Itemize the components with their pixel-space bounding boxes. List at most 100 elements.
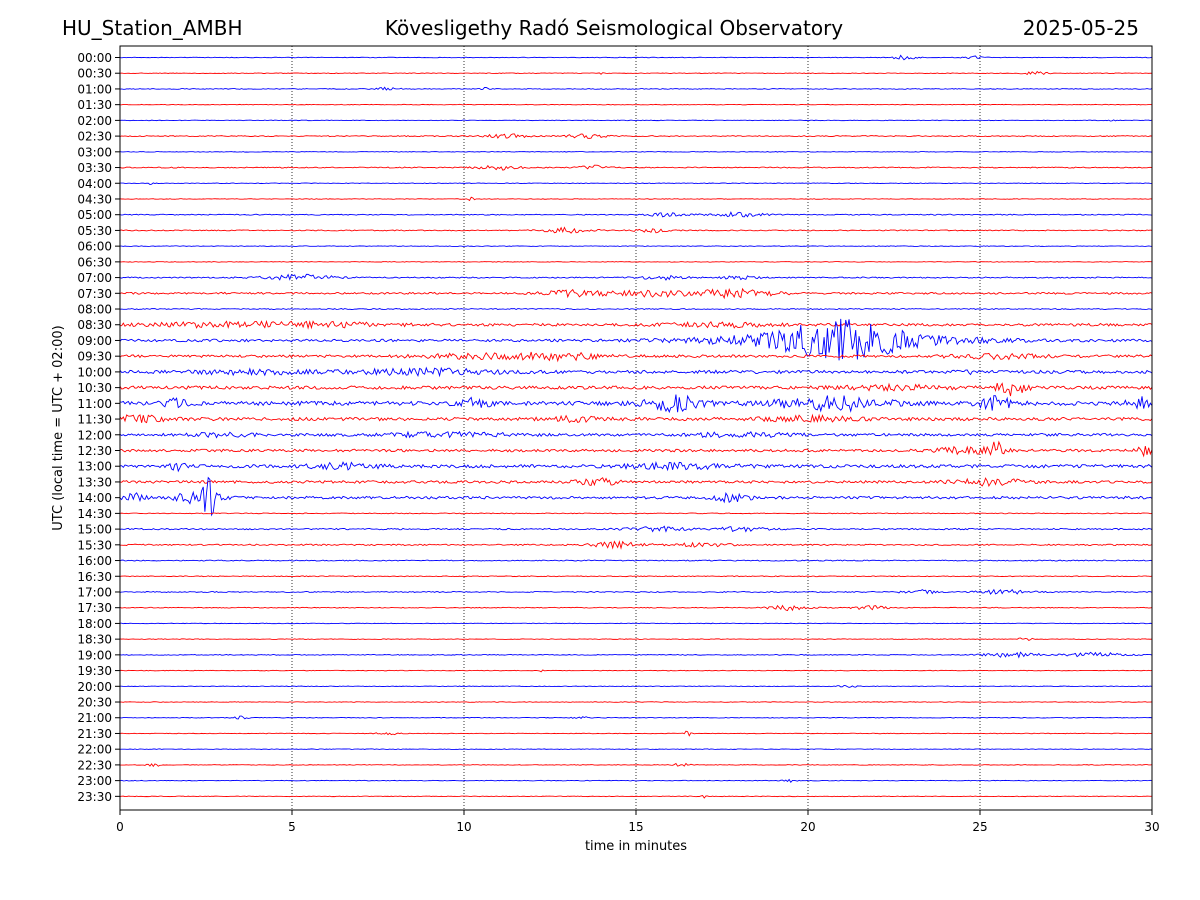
trace-0900: [119, 318, 1153, 361]
y-tick-label: 11:30: [77, 413, 112, 427]
y-tick-label: 04:00: [77, 177, 112, 191]
y-tick-label: 06:30: [77, 255, 112, 269]
trace-1730: [119, 604, 1153, 612]
y-tick-label: 08:00: [77, 303, 112, 317]
y-tick-label: 22:30: [77, 758, 112, 772]
trace-0230: [119, 133, 1153, 139]
trace-2030: [119, 701, 1153, 703]
trace-0100: [119, 86, 1153, 91]
y-tick-label: 10:30: [77, 381, 112, 395]
y-tick-label: 12:00: [77, 428, 112, 442]
trace-1400: [119, 476, 1153, 517]
y-tick-label: 16:00: [77, 554, 112, 568]
y-tick-label: 01:30: [77, 98, 112, 112]
trace-1830: [119, 637, 1153, 641]
trace-2230: [119, 762, 1153, 768]
trace-0300: [119, 151, 1153, 153]
trace-1100: [119, 394, 1153, 414]
y-tick-label: 04:30: [77, 192, 112, 206]
trace-0930: [119, 351, 1153, 363]
y-tick-label: 05:30: [77, 224, 112, 238]
trace-2130: [119, 730, 1153, 737]
y-tick-label: 02:30: [77, 130, 112, 144]
trace-0130: [120, 103, 1153, 106]
trace-0200: [119, 119, 1153, 122]
y-tick-label: 22:00: [77, 743, 112, 757]
x-tick-label: 20: [800, 820, 815, 834]
y-tick-label: 13:00: [77, 460, 112, 474]
x-tick-label: 25: [972, 820, 987, 834]
plot-date: 2025-05-25: [1023, 16, 1139, 40]
trace-0600: [119, 245, 1153, 247]
trace-0530: [119, 226, 1153, 234]
y-tick-label: 19:30: [77, 664, 112, 678]
trace-1200: [119, 430, 1153, 439]
trace-2300: [119, 778, 1153, 784]
trace-1600: [119, 559, 1153, 562]
x-tick-label: 30: [1144, 820, 1159, 834]
trace-1800: [119, 622, 1153, 625]
x-axis-ticks: 0 5 10 15 20 25 30: [116, 810, 1160, 834]
y-tick-label: 13:30: [77, 475, 112, 489]
trace-1900: [119, 651, 1153, 659]
y-tick-label: 08:30: [77, 318, 112, 332]
vertical-grid: [291, 46, 981, 810]
y-tick-label: 03:30: [77, 161, 112, 175]
y-tick-label: 14:30: [77, 507, 112, 521]
trace-1130: [119, 413, 1153, 424]
y-tick-label: 20:00: [77, 680, 112, 694]
y-tick-label: 17:30: [77, 601, 112, 615]
x-axis-label: time in minutes: [585, 839, 687, 854]
y-tick-label: 09:00: [77, 334, 112, 348]
y-tick-label: 02:00: [77, 114, 112, 128]
y-tick-label: 11:00: [77, 397, 112, 411]
trace-1330: [119, 477, 1153, 488]
y-tick-label: 07:30: [77, 287, 112, 301]
y-tick-label: 16:30: [77, 570, 112, 584]
y-tick-label: 01:00: [77, 82, 112, 96]
x-tick-label: 15: [628, 820, 643, 834]
trace-0430: [119, 196, 1153, 202]
observatory-title: Kövesligethy Radó Seismological Observat…: [385, 16, 843, 40]
y-tick-label: 14:00: [77, 491, 112, 505]
trace-2000: [119, 684, 1153, 688]
trace-0630: [119, 261, 1153, 263]
y-tick-label: 00:00: [77, 51, 112, 65]
station-name: HU_Station_AMBH: [62, 16, 242, 40]
trace-0830: [119, 319, 1153, 330]
trace-2330: [119, 794, 1153, 799]
trace-1300: [119, 460, 1153, 473]
y-tick-label: 06:00: [77, 240, 112, 254]
trace-0700: [119, 273, 1153, 281]
trace-1430: [119, 512, 1153, 515]
trace-1500: [119, 525, 1153, 533]
y-tick-label: 09:30: [77, 350, 112, 364]
trace-1030: [119, 382, 1153, 397]
trace-0730: [119, 287, 1153, 300]
y-tick-label: 17:00: [77, 585, 112, 599]
trace-0030: [119, 70, 1153, 76]
trace-0400: [119, 182, 1153, 186]
y-tick-label: 05:00: [77, 208, 112, 222]
trace-1700: [119, 588, 1153, 595]
y-tick-label: 00:30: [77, 67, 112, 81]
trace-0000: [119, 54, 1153, 61]
x-tick-label: 0: [116, 820, 124, 834]
y-tick-label: 15:00: [77, 523, 112, 537]
trace-1000: [119, 366, 1153, 378]
y-tick-label: 10:00: [77, 365, 112, 379]
y-tick-label: 19:00: [77, 648, 112, 662]
trace-rows: [119, 54, 1153, 799]
y-tick-label: 21:30: [77, 727, 112, 741]
y-tick-label: 21:00: [77, 711, 112, 725]
y-tick-label: 07:00: [77, 271, 112, 285]
y-tick-label: 18:30: [77, 633, 112, 647]
y-tick-label: 03:00: [77, 145, 112, 159]
trace-1230: [119, 440, 1153, 458]
y-tick-label: 15:30: [77, 538, 112, 552]
x-tick-label: 10: [456, 820, 471, 834]
plot-frame: [119, 45, 1153, 811]
y-tick-label: 20:30: [77, 696, 112, 710]
